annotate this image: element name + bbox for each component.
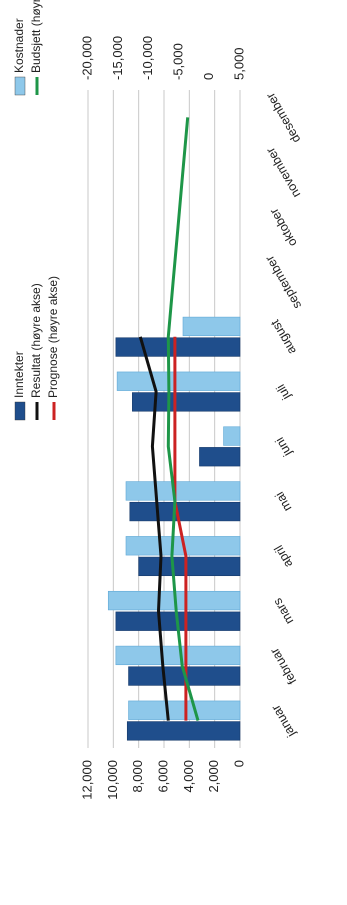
right-axis-tick-label: -20,000: [79, 36, 94, 80]
legend-label: Prognose (høyre akse): [46, 276, 60, 398]
right-axis-tick-label: 0: [201, 73, 216, 80]
right-axis-ticks: 5,000 0 -5,000 -10,000 -15,000 -20,000: [79, 36, 246, 80]
line-resultat: [138, 336, 170, 721]
bars: [107, 316, 241, 741]
left-axis-tick-label: 10,000: [105, 760, 120, 800]
category-label-april: april: [271, 543, 295, 570]
category-label-juli: juli: [274, 382, 294, 403]
right-axis-tick-label: -5,000: [171, 43, 186, 80]
category-label-september: september: [263, 253, 305, 311]
category-label-desember: desember: [263, 90, 303, 145]
left-axis-tick-label: 6,000: [155, 760, 170, 793]
left-axis-tick-label: 12,000: [79, 760, 94, 800]
legend-label: Inntekter: [12, 351, 26, 398]
bar-inntekter-august: [115, 337, 241, 357]
right-axis-tick-label: -10,000: [140, 36, 155, 80]
left-axis-tick-label: 0: [231, 760, 246, 767]
category-label-juni: juni: [272, 435, 294, 460]
gridlines: [87, 90, 241, 748]
left-axis-tick-label: 4,000: [181, 760, 196, 793]
line-prognose: [173, 336, 188, 721]
left-axis-tick-label: 8,000: [130, 760, 145, 793]
category-label-februar: februar: [267, 645, 299, 686]
right-axis-tick-label: -15,000: [110, 36, 125, 80]
category-label-august: august: [268, 317, 299, 357]
bar-inntekter-januar: [126, 721, 241, 741]
legend-swatch: [14, 76, 26, 96]
bar-inntekter-mai: [129, 501, 241, 522]
legend-swatch: [14, 401, 26, 421]
legend-label: Resultat (høyre akse): [29, 283, 43, 398]
category-label-januar: januar: [269, 702, 299, 740]
left-axis-tick-label: 2,000: [206, 760, 221, 793]
bar-inntekter-juni: [199, 447, 241, 467]
category-label-oktober: oktober: [267, 206, 300, 249]
legend: Inntekter Resultat (høyre akse) Prognose (…: [12, 0, 60, 421]
line-budsjett: [166, 117, 200, 722]
bar-kostnader-februar: [115, 645, 241, 666]
bar-kostnader-august: [182, 316, 241, 337]
right-axis-tick-label: 5,000: [231, 47, 246, 80]
legend-label: Budsjett (høyre akse): [29, 0, 43, 73]
bar-kostnader-januar: [128, 700, 241, 720]
left-axis-ticks: 0 2,000 4,000 6,000 8,000 10,000 12,000: [79, 760, 246, 800]
bar-kostnader-juli: [116, 371, 241, 391]
lines: [138, 117, 200, 722]
bar-inntekter-april: [138, 556, 241, 577]
bar-inntekter-juli: [132, 392, 241, 412]
category-label-november: november: [263, 145, 303, 200]
category-label-mars: mars: [270, 596, 296, 627]
legend-label: Kostnader: [12, 18, 26, 73]
category-labels: januar februar mars april mai juni juli august s…: [263, 90, 305, 740]
bar-kostnader-mai: [125, 481, 241, 501]
bar-kostnader-juni: [223, 426, 241, 446]
category-label-mai: mai: [272, 489, 294, 513]
